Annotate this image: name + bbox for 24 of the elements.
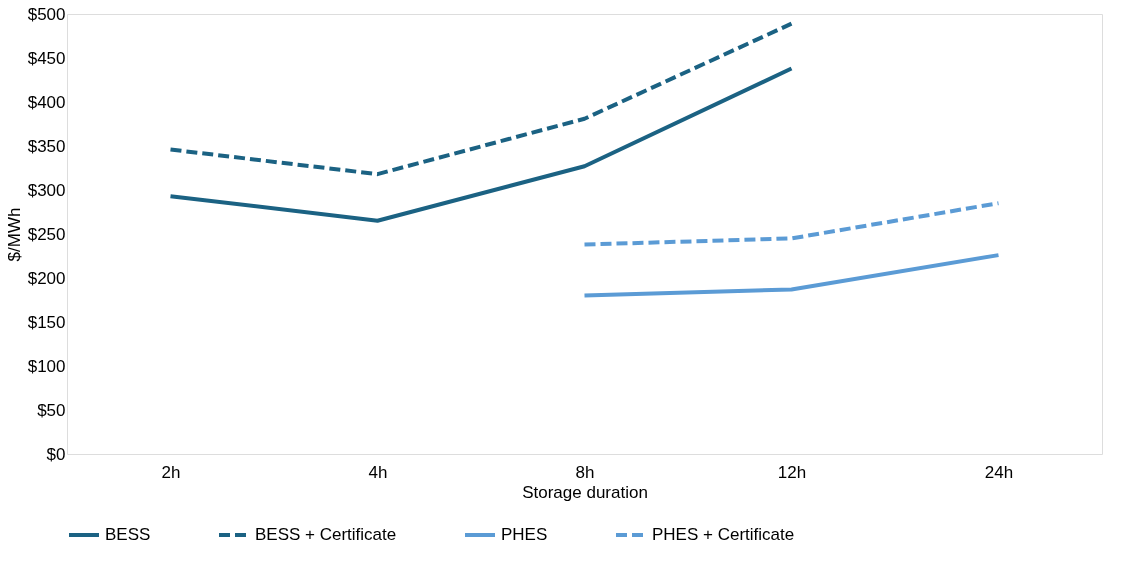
- line-series: [168, 66, 794, 223]
- legend-label: BESS: [105, 525, 151, 544]
- y-tick-label: $250: [27, 224, 66, 244]
- y-tick-label: $50: [37, 400, 66, 420]
- y-axis-title: $/MWh: [4, 207, 24, 262]
- x-tick-label: 4h: [368, 462, 388, 482]
- legend-label: PHES: [501, 525, 548, 544]
- y-tick-label: $200: [27, 268, 66, 288]
- line-series: [168, 21, 794, 177]
- y-tick-label: $450: [27, 48, 66, 68]
- y-tick-label: $350: [27, 136, 66, 156]
- x-tick-label: 12h: [777, 462, 807, 482]
- x-tick-label: 24h: [984, 462, 1014, 482]
- y-tick-label: $500: [27, 4, 66, 24]
- x-axis-title: Storage duration: [522, 482, 648, 502]
- y-tick-label: $300: [27, 180, 66, 200]
- x-tick-label: 2h: [161, 462, 181, 482]
- legend-label: PHES + Certificate: [652, 525, 795, 544]
- y-tick-label: $100: [27, 356, 66, 376]
- y-tick-label: $0: [46, 444, 66, 464]
- y-tick-label: $150: [27, 312, 66, 332]
- legend-label: BESS + Certificate: [255, 525, 397, 544]
- y-tick-label: $400: [27, 92, 66, 112]
- x-tick-label: 8h: [575, 462, 595, 482]
